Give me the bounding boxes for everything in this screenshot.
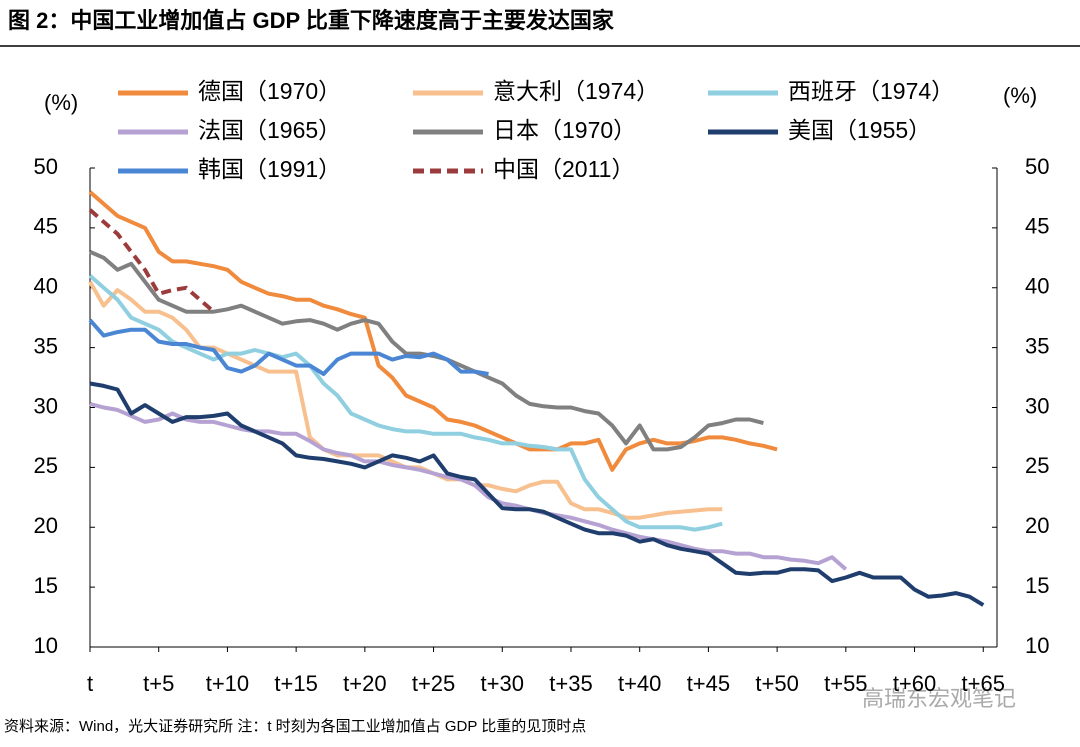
x-tick-label: t+5 — [143, 671, 174, 696]
x-tick-label: t+35 — [549, 671, 592, 696]
y-tick-label: 35 — [34, 333, 58, 358]
x-tick-label: t+25 — [412, 671, 455, 696]
y2-tick-label: 10 — [1025, 633, 1049, 658]
y2-tick-label: 15 — [1025, 573, 1049, 598]
x-tick-label: t — [87, 671, 93, 696]
series-line — [88, 274, 723, 532]
y-tick-label: 45 — [34, 214, 58, 239]
x-tick-label: t+60 — [893, 671, 936, 696]
x-tick-label: t+15 — [274, 671, 317, 696]
x-tick-label: t+55 — [824, 671, 867, 696]
y2-tick-label: 20 — [1025, 513, 1049, 538]
source-note: 资料来源：Wind，光大证券研究所 注：t 时刻为各国工业增加值占 GDP 比重… — [4, 718, 586, 735]
legend-label: 西班牙（1974） — [788, 78, 954, 104]
x-tick-label: t+10 — [206, 671, 249, 696]
x-tick-label: t+45 — [687, 671, 730, 696]
series-line — [89, 401, 848, 571]
legend-label: 中国（2011） — [493, 156, 634, 182]
chart-title: 图 2：中国工业增加值占 GDP 比重下降速度高于主要发达国家 — [8, 8, 615, 33]
series-line — [88, 318, 489, 376]
y2-tick-label: 30 — [1025, 393, 1049, 418]
y-tick-label: 40 — [34, 274, 58, 299]
y2-tick-label: 35 — [1025, 333, 1049, 358]
y2-tick-label: 25 — [1025, 453, 1049, 478]
y-tick-label: 25 — [34, 453, 58, 478]
x-tick-label: t+50 — [755, 671, 798, 696]
y-tick-label: 15 — [34, 573, 58, 598]
watermark: 高瑞东宏观笔记 — [862, 686, 1016, 711]
y2-tick-label: 40 — [1025, 274, 1049, 299]
x-tick-label: t+30 — [481, 671, 524, 696]
x-tick-label: t+20 — [343, 671, 386, 696]
legend-label: 法国（1965） — [198, 117, 341, 143]
series-line — [89, 381, 985, 607]
legend-label: 意大利（1974） — [493, 78, 659, 104]
y2-tick-label: 50 — [1025, 154, 1049, 179]
y-tick-label: 30 — [34, 393, 58, 418]
y2-tick-label: 45 — [1025, 214, 1049, 239]
y-tick-label: 20 — [34, 513, 58, 538]
series-line — [88, 190, 778, 472]
y2-axis-label: (%) — [1003, 83, 1037, 108]
x-tick-label: t+65 — [962, 671, 1005, 696]
series-line — [88, 280, 723, 520]
x-tick-label: t+40 — [618, 671, 661, 696]
y-axis-label: (%) — [44, 90, 78, 115]
legend-label: 日本（1970） — [493, 117, 636, 143]
legend-label: 韩国（1991） — [198, 156, 341, 182]
series-line — [88, 208, 216, 314]
legend-label: 美国（1955） — [788, 117, 931, 143]
y-tick-label: 50 — [34, 154, 58, 179]
legend-label: 德国（1970） — [198, 78, 341, 104]
y-tick-label: 10 — [34, 633, 58, 658]
